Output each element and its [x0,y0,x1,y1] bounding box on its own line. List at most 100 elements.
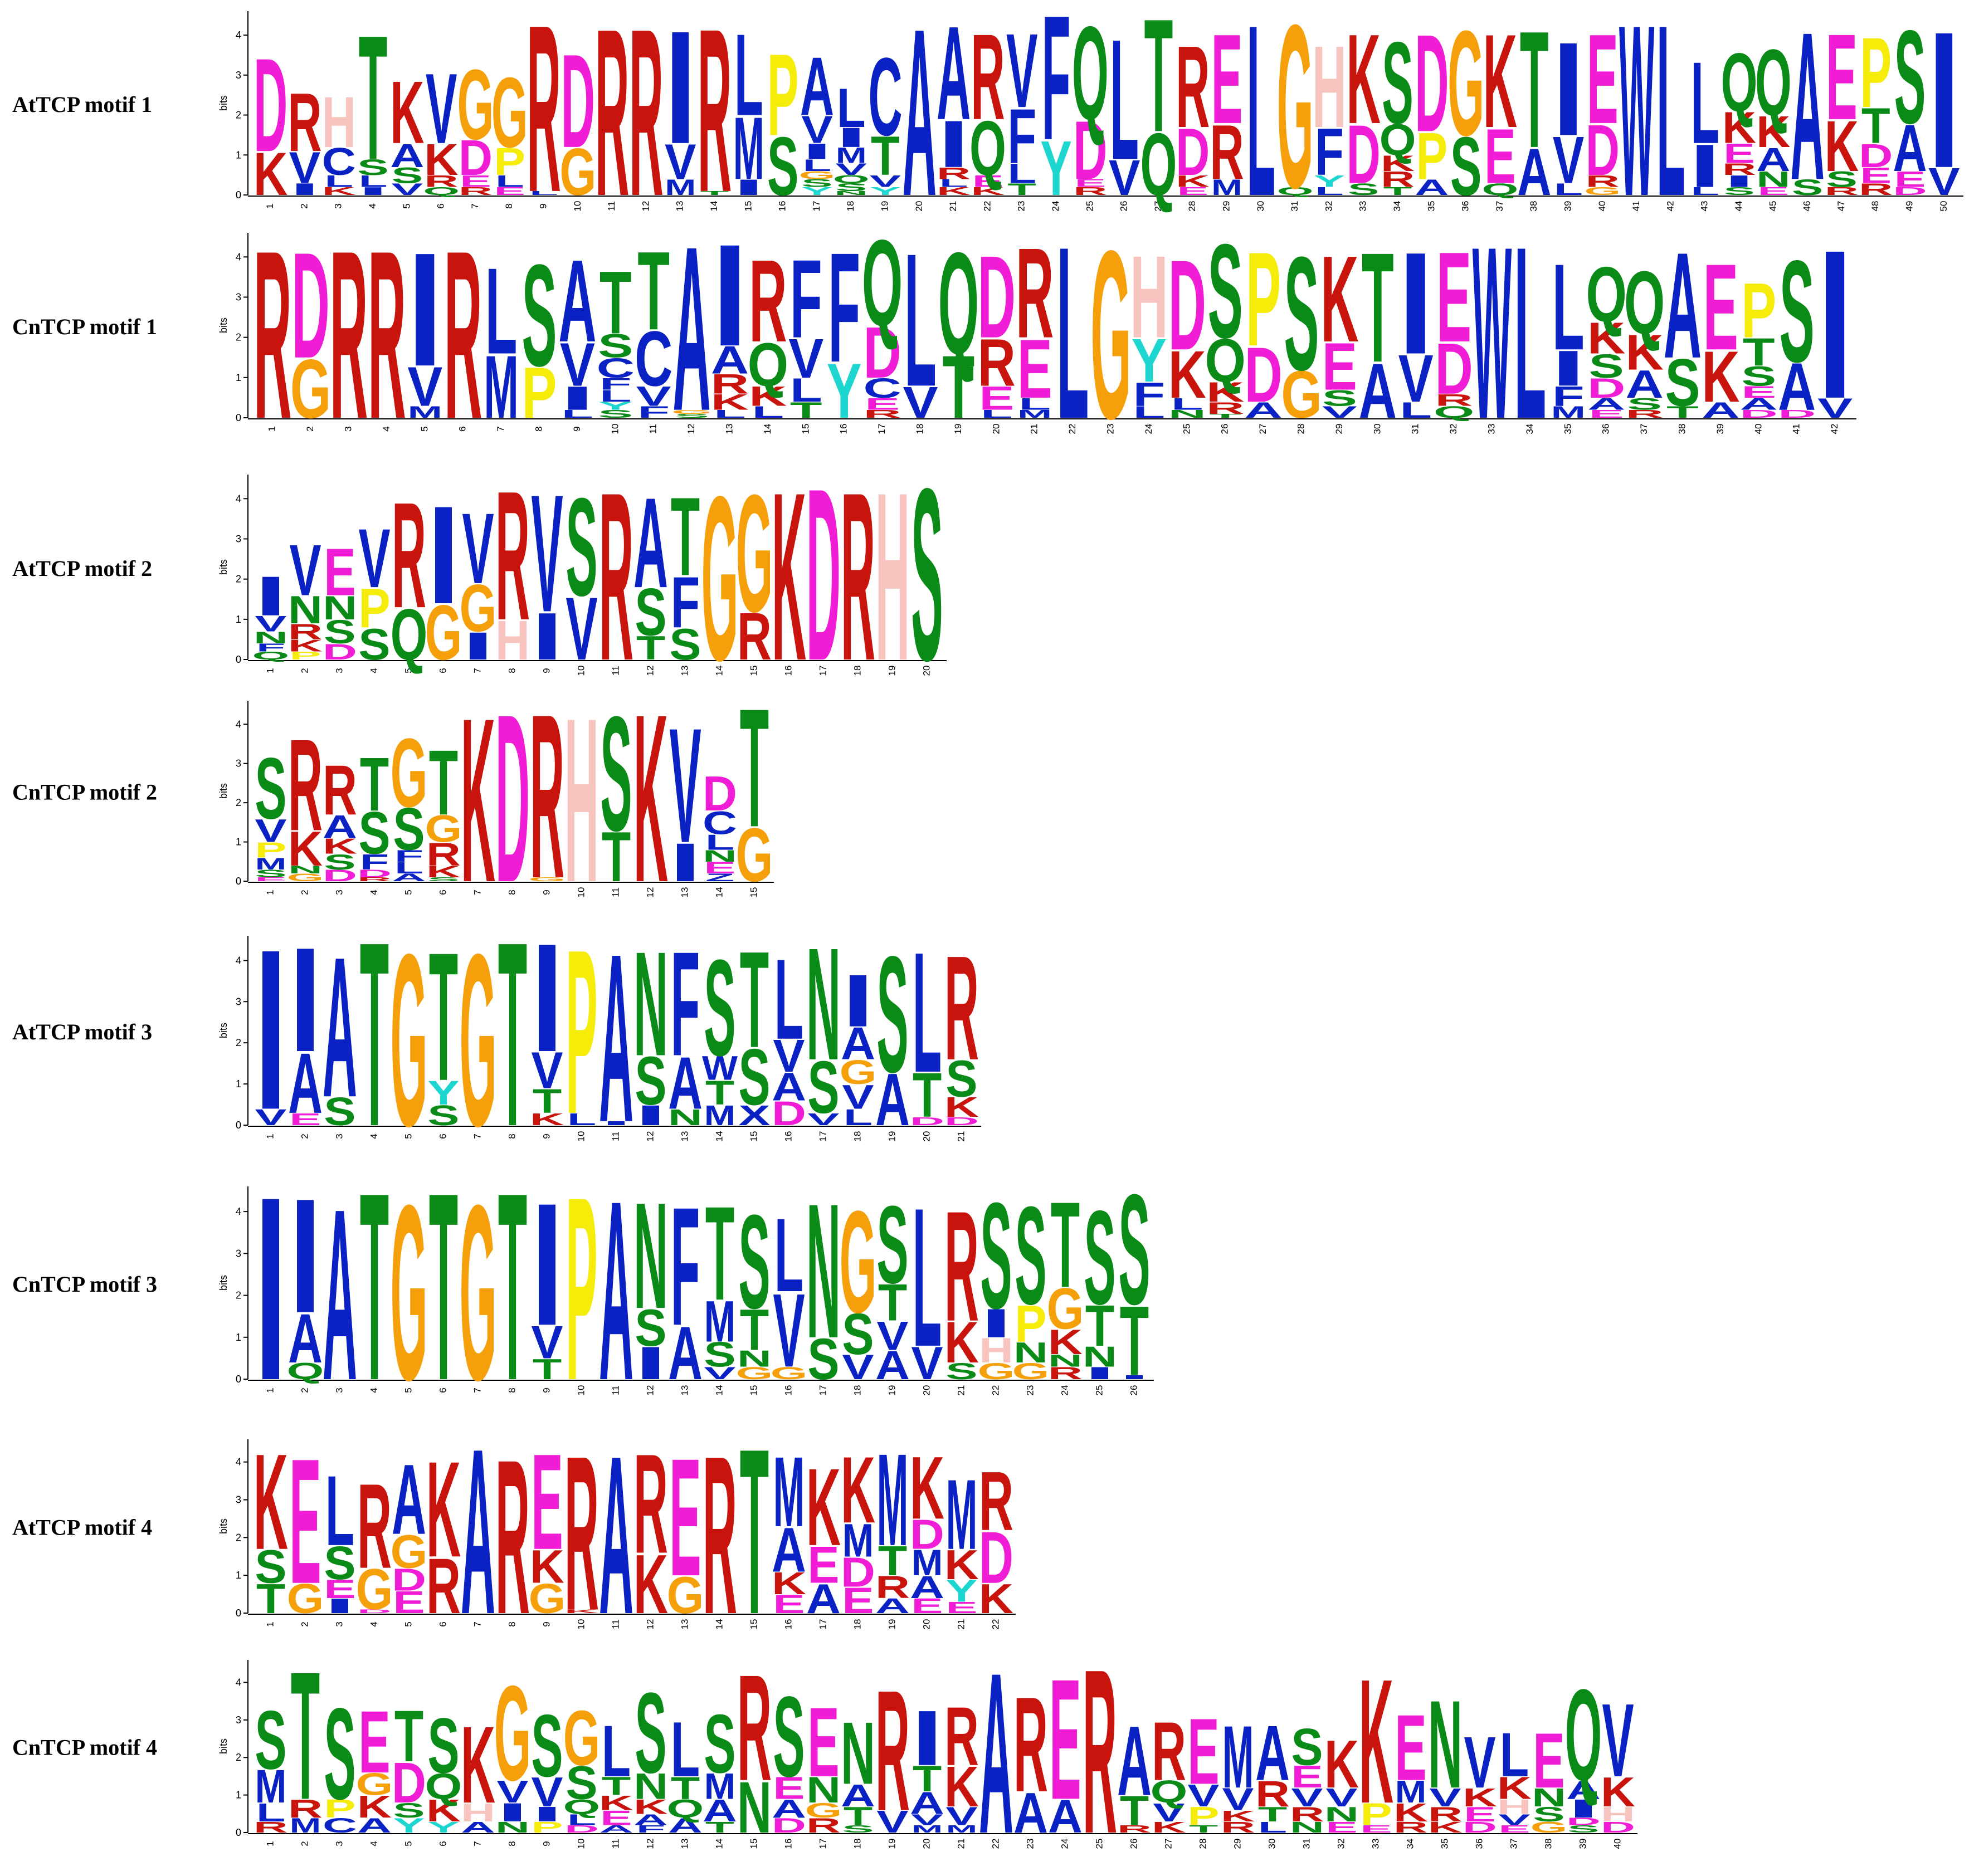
logo-letter: K [426,1793,461,1828]
logo-letter: T [740,1399,769,1663]
logo-letter: N [254,628,288,647]
logo-letter: Q [1721,36,1758,129]
logo-letter: Y [801,185,833,197]
position-number: 36 [1601,424,1611,434]
position-number: 8 [506,1134,517,1139]
logo-letter: K [322,185,356,197]
logo-letter: K [426,862,461,881]
position-number: 10 [576,1385,586,1396]
logo-letter: T [705,1818,734,1836]
logo-letter: A [1415,175,1449,200]
position-number: 16 [783,1131,793,1142]
logo-letter: L [1500,1721,1529,1790]
position-number: 24 [1050,201,1061,212]
position-number: 7 [472,1134,482,1139]
logo-letter: F [1007,94,1036,180]
logo-letter: S [635,575,666,650]
logo-letter: A [461,1818,495,1836]
position-number: 16 [783,1839,793,1849]
logo-letter: S [635,1299,666,1357]
position-number: 16 [783,666,793,676]
position-number: 3 [334,1134,344,1139]
logo-letter: E [773,1589,805,1619]
position-number: 12 [645,1385,655,1396]
position-number: 29 [1221,201,1232,212]
y-tick-label: 2 [236,332,241,343]
y-tick-label: 3 [236,1714,241,1726]
position-number: 15 [748,1385,759,1396]
logo-letter: S [980,1171,1012,1340]
logo-letter: S [324,1681,355,1827]
logo-letter: L [1552,238,1585,375]
y-tick-label: 4 [236,1677,241,1688]
logo-letter: S [1382,18,1413,148]
logo-letter: D [978,231,1016,363]
position-number: 3 [334,668,344,673]
logo-letter: T [599,252,632,352]
logo-letter: R [971,9,1005,145]
logo-letter: K [530,1541,564,1593]
logo-letter: Y [1314,172,1346,190]
y-axis-label: bits [218,1023,229,1038]
logo-letter: D [323,866,357,885]
logo-letter: P [566,1142,597,1435]
position-number: 15 [748,666,759,676]
logo-letter: E [979,379,1014,417]
logo-letter: E [1211,8,1243,150]
logo-letter: K [530,1110,564,1128]
logo-letter: P [1360,1797,1392,1832]
logo-letter: E [773,1771,805,1806]
position-number: 13 [679,1839,690,1849]
logo-letter: A [875,1342,910,1388]
logo-letter: G [460,903,497,1178]
logo-letter: A [1566,1775,1601,1805]
logo-letter: Q [1586,251,1627,338]
logo-letter: G [736,813,773,898]
logo-letter: S [1450,120,1482,213]
logo-letter: K [1625,324,1663,380]
logo-letter: I [427,477,460,633]
logo-letter: K [1347,8,1381,150]
logo-letter: E [1587,8,1619,150]
position-number: 34 [1392,201,1402,212]
logo-letter: G [491,57,528,169]
position-number: 3 [334,890,344,895]
logo-letter: V [903,378,938,428]
logo-letter: A [357,1814,392,1838]
y-tick-label: 3 [236,291,241,302]
y-tick-label: 0 [236,654,241,665]
logo-letter: M [484,337,518,437]
position-number: 41 [1791,424,1802,434]
position-number: 26 [1128,1385,1139,1396]
logo-letter: G [287,872,324,884]
logo-letter: A [1791,0,1825,224]
position-number: 20 [921,1385,932,1396]
logo-letter: G [1047,1277,1084,1342]
logo-letter: A [599,1410,633,1662]
logo-letter: M [290,1814,321,1837]
logo-letter: I [1723,172,1755,190]
logo-letter: A [392,1444,426,1555]
logo-letter: T [740,674,769,863]
position-number: 18 [852,1619,862,1630]
logo-letter: E [324,535,355,610]
logo-letter: Q [1140,115,1177,214]
logo-letter: A [1244,398,1282,423]
motif-panel: CnTCP motif 401234bits1RLMS2MRT3CPS4AKGE… [12,1621,1637,1876]
position-number: 40 [1612,1839,1622,1849]
logo-letter: L [774,1196,803,1313]
logo-letter: K [461,1704,495,1826]
logo-letter: E [1187,1699,1219,1804]
logo-letter: T [429,731,458,835]
logo-letter: I [600,1120,632,1126]
logo-letter: I [635,1100,667,1131]
logo-letter: N [1048,1351,1083,1370]
logo-letter: V [531,1316,563,1368]
logo-letter: T [671,1771,700,1806]
logo-letter: R [254,202,291,470]
y-axis-label: bits [218,317,229,333]
logo-letter: E [1826,9,1858,145]
position-number: 15 [743,201,753,212]
logo-letter: A [1048,1791,1083,1843]
